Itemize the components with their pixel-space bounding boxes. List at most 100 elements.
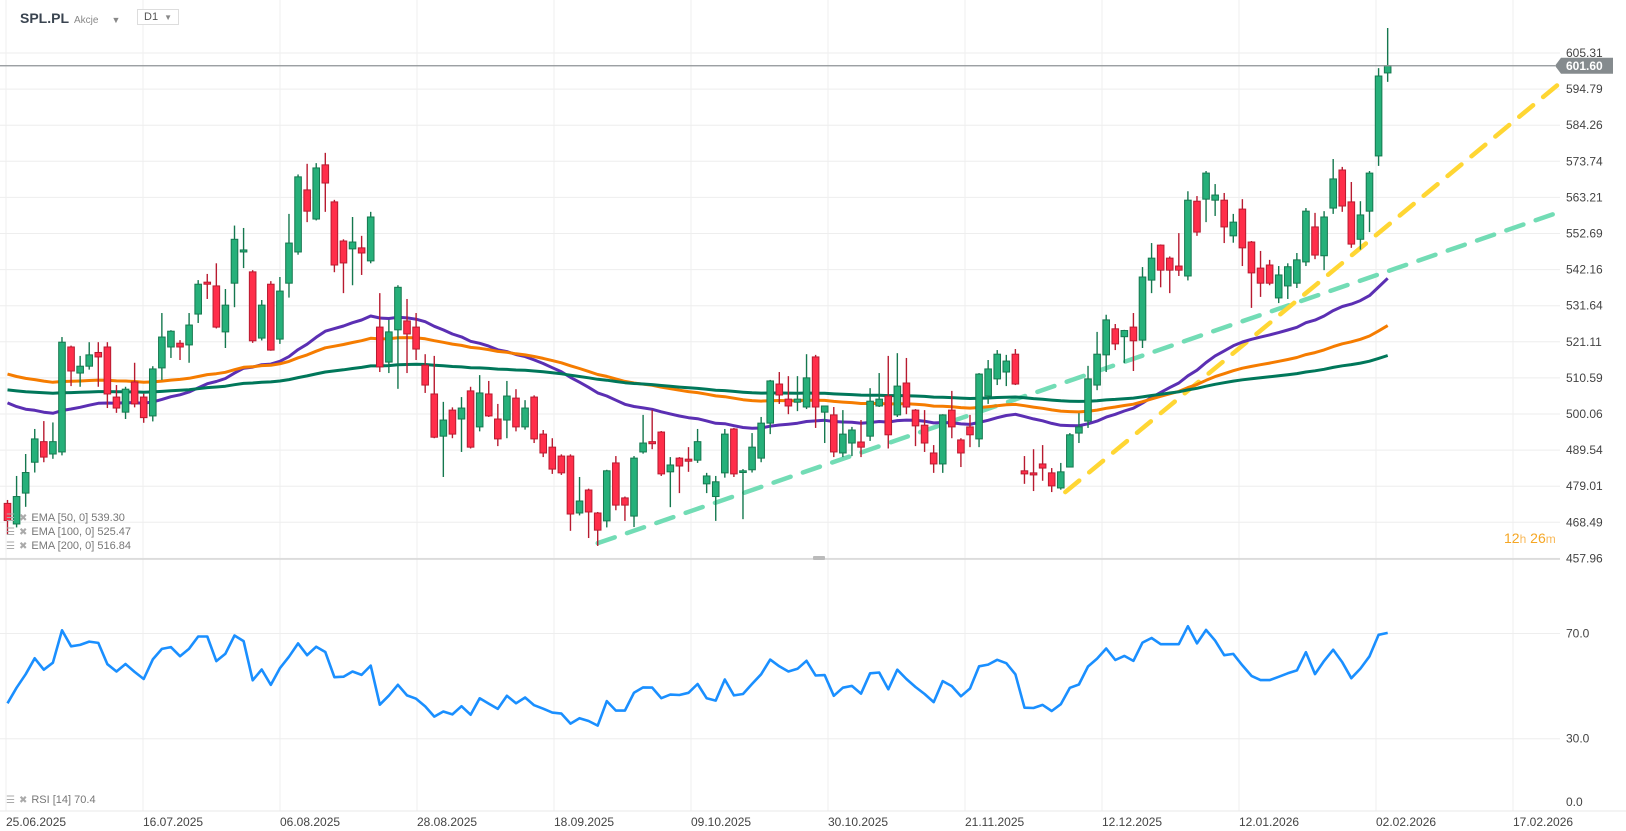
candles xyxy=(0,27,1555,546)
candle-bullish xyxy=(1329,159,1337,214)
candle-bullish xyxy=(294,174,302,255)
candle-bullish xyxy=(721,428,729,478)
candle-bullish xyxy=(1120,329,1129,364)
price-tick-label: 584.26 xyxy=(1566,118,1603,132)
candle-bullish xyxy=(1202,171,1210,223)
candle-bullish xyxy=(1184,191,1192,281)
price-axis[interactable]: 605.31 594.79 584.26 573.74 563.21 552.69 542.… xyxy=(1555,46,1613,565)
candle-body xyxy=(557,455,566,474)
candle-bearish xyxy=(512,389,520,432)
candle-body xyxy=(639,442,647,453)
date-tick-label: 17.02.2026 xyxy=(1513,815,1573,829)
candle-bullish xyxy=(257,299,266,341)
timeframe-select[interactable]: D1 ▼ xyxy=(137,9,179,25)
candle-body xyxy=(139,396,148,419)
candle-bullish xyxy=(12,475,21,528)
date-tick-label: 25.06.2025 xyxy=(6,815,66,829)
candle-bearish xyxy=(593,511,602,546)
candle-bearish xyxy=(621,496,629,521)
candle-body xyxy=(657,431,666,475)
trendlines[interactable] xyxy=(595,80,1563,546)
candle-body xyxy=(911,409,920,427)
candle-body xyxy=(920,424,929,444)
candle-bearish xyxy=(548,438,557,474)
ema-100-line xyxy=(7,324,1389,414)
candle-bearish xyxy=(730,427,738,477)
legend-ema200[interactable]: ☰ ✖ EMA [200, 0] 516.84 xyxy=(6,540,131,552)
legend-ema100[interactable]: ☰ ✖ EMA [100, 0] 525.47 xyxy=(6,526,131,538)
rsi-tick-label: 70.0 xyxy=(1566,627,1590,641)
candle-bullish xyxy=(1093,331,1101,391)
candle-body xyxy=(221,304,230,333)
candle-body xyxy=(1156,244,1165,271)
countdown-m: m xyxy=(1545,532,1556,546)
candle-body xyxy=(30,438,39,463)
candle-body xyxy=(811,356,820,408)
candle-body xyxy=(612,462,620,506)
candle-body xyxy=(902,382,911,408)
candle-bearish xyxy=(1011,349,1020,386)
candle-bullish xyxy=(230,225,239,308)
candle-body xyxy=(1265,264,1274,284)
candle-bullish xyxy=(1211,184,1219,216)
candle-body xyxy=(966,426,974,436)
close-icon[interactable]: ✖ xyxy=(18,794,28,806)
candle-bullish xyxy=(348,216,357,286)
settings-icon[interactable]: ☰ xyxy=(6,512,15,524)
candle-bullish xyxy=(167,330,175,358)
date-tick-label: 12.01.2026 xyxy=(1239,815,1299,829)
candle-body xyxy=(257,304,266,339)
candle-bullish xyxy=(739,469,747,520)
close-icon[interactable]: ✖ xyxy=(18,512,28,524)
candle-bearish xyxy=(403,298,411,374)
candle-body xyxy=(866,400,874,437)
candle-body xyxy=(1020,470,1029,475)
candle-body xyxy=(521,407,529,428)
candle-body xyxy=(457,407,466,420)
candle-body xyxy=(975,373,983,440)
candle-bearish xyxy=(966,414,974,448)
candle-bullish xyxy=(185,313,193,363)
candle-bullish xyxy=(503,380,511,439)
date-axis[interactable]: 25.06.2025 16.07.2025 06.08.2025 28.08.2025… xyxy=(6,815,1573,829)
candle-bearish xyxy=(1311,212,1319,260)
candle-body xyxy=(1220,199,1229,228)
close-icon[interactable]: ✖ xyxy=(18,540,28,552)
chevron-down-icon[interactable]: ▼ xyxy=(111,15,121,25)
settings-icon[interactable]: ☰ xyxy=(6,794,15,806)
pane-resize-handle[interactable] xyxy=(813,556,825,560)
candle-body xyxy=(330,201,339,266)
candle-body xyxy=(321,164,330,184)
legend-rsi[interactable]: ☰ ✖ RSI [14] 70.4 xyxy=(6,794,96,806)
legend-ema50[interactable]: ☰ ✖ EMA [50, 0] 539.30 xyxy=(6,512,125,524)
price-tick-label: 542.16 xyxy=(1566,263,1603,277)
symbol-header[interactable]: SPL.PL Akcje ▼ xyxy=(20,10,120,26)
candle-body xyxy=(484,393,493,417)
candle-bearish xyxy=(130,362,139,408)
candle-body xyxy=(848,429,856,444)
candle-body xyxy=(1311,226,1319,256)
settings-icon[interactable]: ☰ xyxy=(6,540,15,552)
candle-body xyxy=(185,324,193,346)
settings-icon[interactable]: ☰ xyxy=(6,526,15,538)
instrument-type: Akcje xyxy=(74,15,99,26)
candle-bullish xyxy=(394,285,402,389)
candle-body xyxy=(1075,426,1083,434)
candle-body xyxy=(1374,75,1383,157)
candle-body xyxy=(512,397,520,428)
grid xyxy=(0,0,1626,812)
price-tag xyxy=(1555,57,1613,74)
candle-bearish xyxy=(1111,324,1120,351)
candle-bullish xyxy=(121,386,130,420)
close-icon[interactable]: ✖ xyxy=(18,526,28,538)
candle-body xyxy=(366,216,375,262)
candle-bearish xyxy=(584,488,593,539)
trendline-teal-support[interactable] xyxy=(595,209,1563,546)
candle-bearish xyxy=(321,152,330,212)
rsi-pane: 70.0 30.0 0.0 xyxy=(6,624,1590,809)
candle-bearish xyxy=(1020,456,1029,484)
candle-bullish xyxy=(1320,211,1328,271)
candle-bullish xyxy=(30,428,39,473)
trendline-yellow-support[interactable] xyxy=(1063,80,1563,495)
